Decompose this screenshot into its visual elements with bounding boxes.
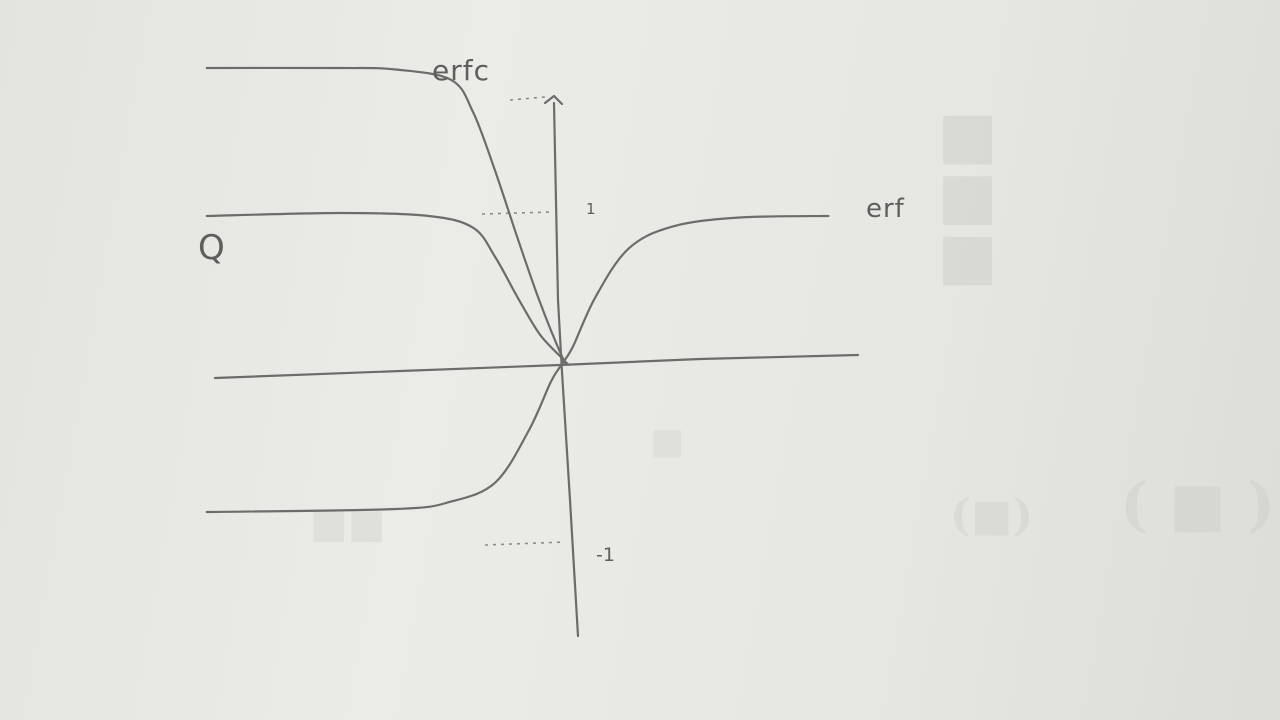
- y-axis-line: [552, 101, 580, 638]
- guide-y-1: [481, 211, 553, 215]
- guide-y-neg1: [484, 541, 566, 546]
- series-line-erfc: [205, 66, 569, 366]
- series-line-q: [205, 211, 569, 366]
- series-line-erf: [205, 214, 830, 514]
- y-tick-label-neg1: -1: [596, 544, 615, 566]
- y-axis-arrowhead: [543, 94, 564, 106]
- label-erfc: erfc: [432, 54, 490, 87]
- x-axis-line: [213, 353, 860, 380]
- label-q: Q: [198, 228, 225, 268]
- guide-y-2: [509, 96, 546, 101]
- y-tick-label-1: 1: [586, 200, 596, 218]
- label-erf: erf: [866, 194, 905, 224]
